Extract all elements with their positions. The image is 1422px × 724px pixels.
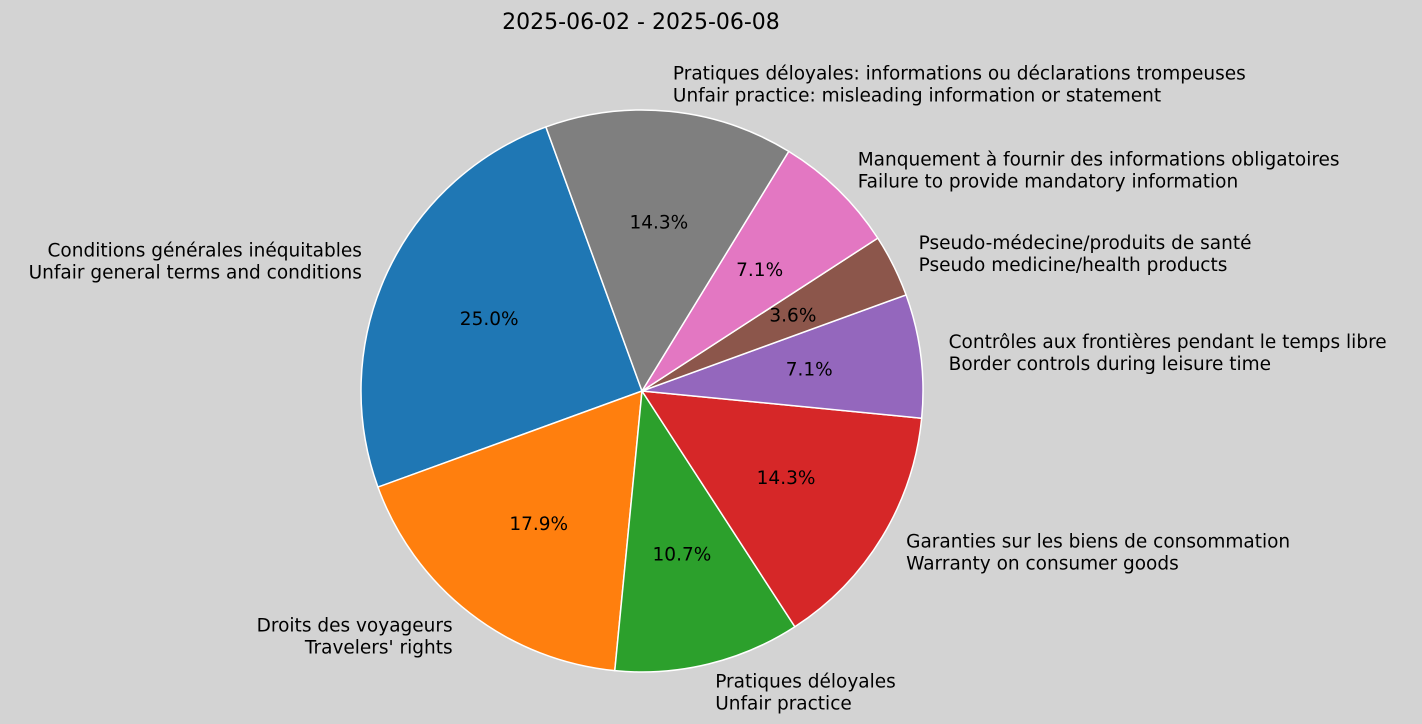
- pie-category-label: Pratiques déloyales Unfair practice: [715, 671, 896, 714]
- pie-pct-label: 7.1%: [786, 359, 833, 380]
- pie-label-fr: Pseudo-médecine/produits de santé: [919, 233, 1252, 254]
- pie-slice-travelers-rights: [377, 390, 643, 672]
- pie-slice-border-controls-during-leisure-time: [641, 294, 924, 419]
- pie-label-fr: Pratiques déloyales: [715, 671, 896, 692]
- pie-label-fr: Garanties sur les biens de consommation: [906, 532, 1290, 553]
- pie-slice-unfair-practice: [614, 390, 796, 673]
- pie-label-en: Border controls during leisure time: [949, 354, 1271, 375]
- pie-label-fr: Contrôles aux frontières pendant le temp…: [949, 332, 1387, 353]
- pie-category-labels: Conditions générales inéquitables Unfair …: [29, 63, 1387, 714]
- pie-label-fr: Manquement à fournir des informations ob…: [858, 150, 1340, 171]
- pie-slice-unfair-general-terms-and-conditions: [360, 126, 643, 488]
- pie-pct-label: 3.6%: [769, 305, 816, 326]
- pie-category-label: Conditions générales inéquitables Unfair …: [29, 240, 362, 283]
- pie-category-label: Manquement à fournir des informations ob…: [858, 150, 1340, 193]
- pie-label-en: Pseudo medicine/health products: [919, 255, 1228, 276]
- pie-pct-label: 25.0%: [460, 309, 519, 330]
- pie-percentage-labels: 25.0% 17.9% 10.7% 14.3% 7.1% 3.6% 7.1% 14.3%: [460, 213, 833, 566]
- pie-label-fr: Droits des voyageurs: [257, 615, 453, 636]
- pie-pct-label: 14.3%: [757, 468, 816, 489]
- pie-slice-unfair-practice-misleading-information-or-statement: [545, 109, 790, 392]
- pie-label-fr: Pratiques déloyales: informations ou déc…: [673, 63, 1246, 84]
- pie-slice-failure-to-provide-mandatory-information: [641, 150, 879, 392]
- pie-pct-label: 14.3%: [629, 213, 688, 234]
- pie-slice-warranty-on-consumer-goods: [641, 390, 923, 628]
- pie-pct-label: 17.9%: [509, 514, 568, 535]
- pie-category-label: Droits des voyageurs Travelers' rights: [257, 615, 453, 658]
- pie-label-en: Failure to provide mandatory information: [858, 172, 1238, 193]
- pie-category-label: Pratiques déloyales: informations ou déc…: [673, 63, 1246, 106]
- pie-label-en: Warranty on consumer goods: [906, 554, 1179, 575]
- chart-title: 2025-06-02 - 2025-06-08: [502, 10, 780, 35]
- pie-pct-label: 7.1%: [736, 260, 783, 281]
- pie-label-en: Unfair practice: misleading information …: [673, 85, 1161, 106]
- pie-label-fr: Conditions générales inéquitables: [47, 240, 361, 261]
- pie-category-label: Garanties sur les biens de consommation W…: [906, 532, 1290, 575]
- pie-slices: [360, 109, 924, 673]
- pie-label-en: Unfair practice: [715, 693, 852, 714]
- pie-category-label: Contrôles aux frontières pendant le temp…: [949, 332, 1387, 375]
- pie-pct-label: 10.7%: [653, 544, 712, 565]
- pie-category-label: Pseudo-médecine/produits de santé Pseudo …: [919, 233, 1252, 276]
- pie-label-en: Travelers' rights: [304, 637, 453, 658]
- pie-label-en: Unfair general terms and conditions: [29, 262, 362, 283]
